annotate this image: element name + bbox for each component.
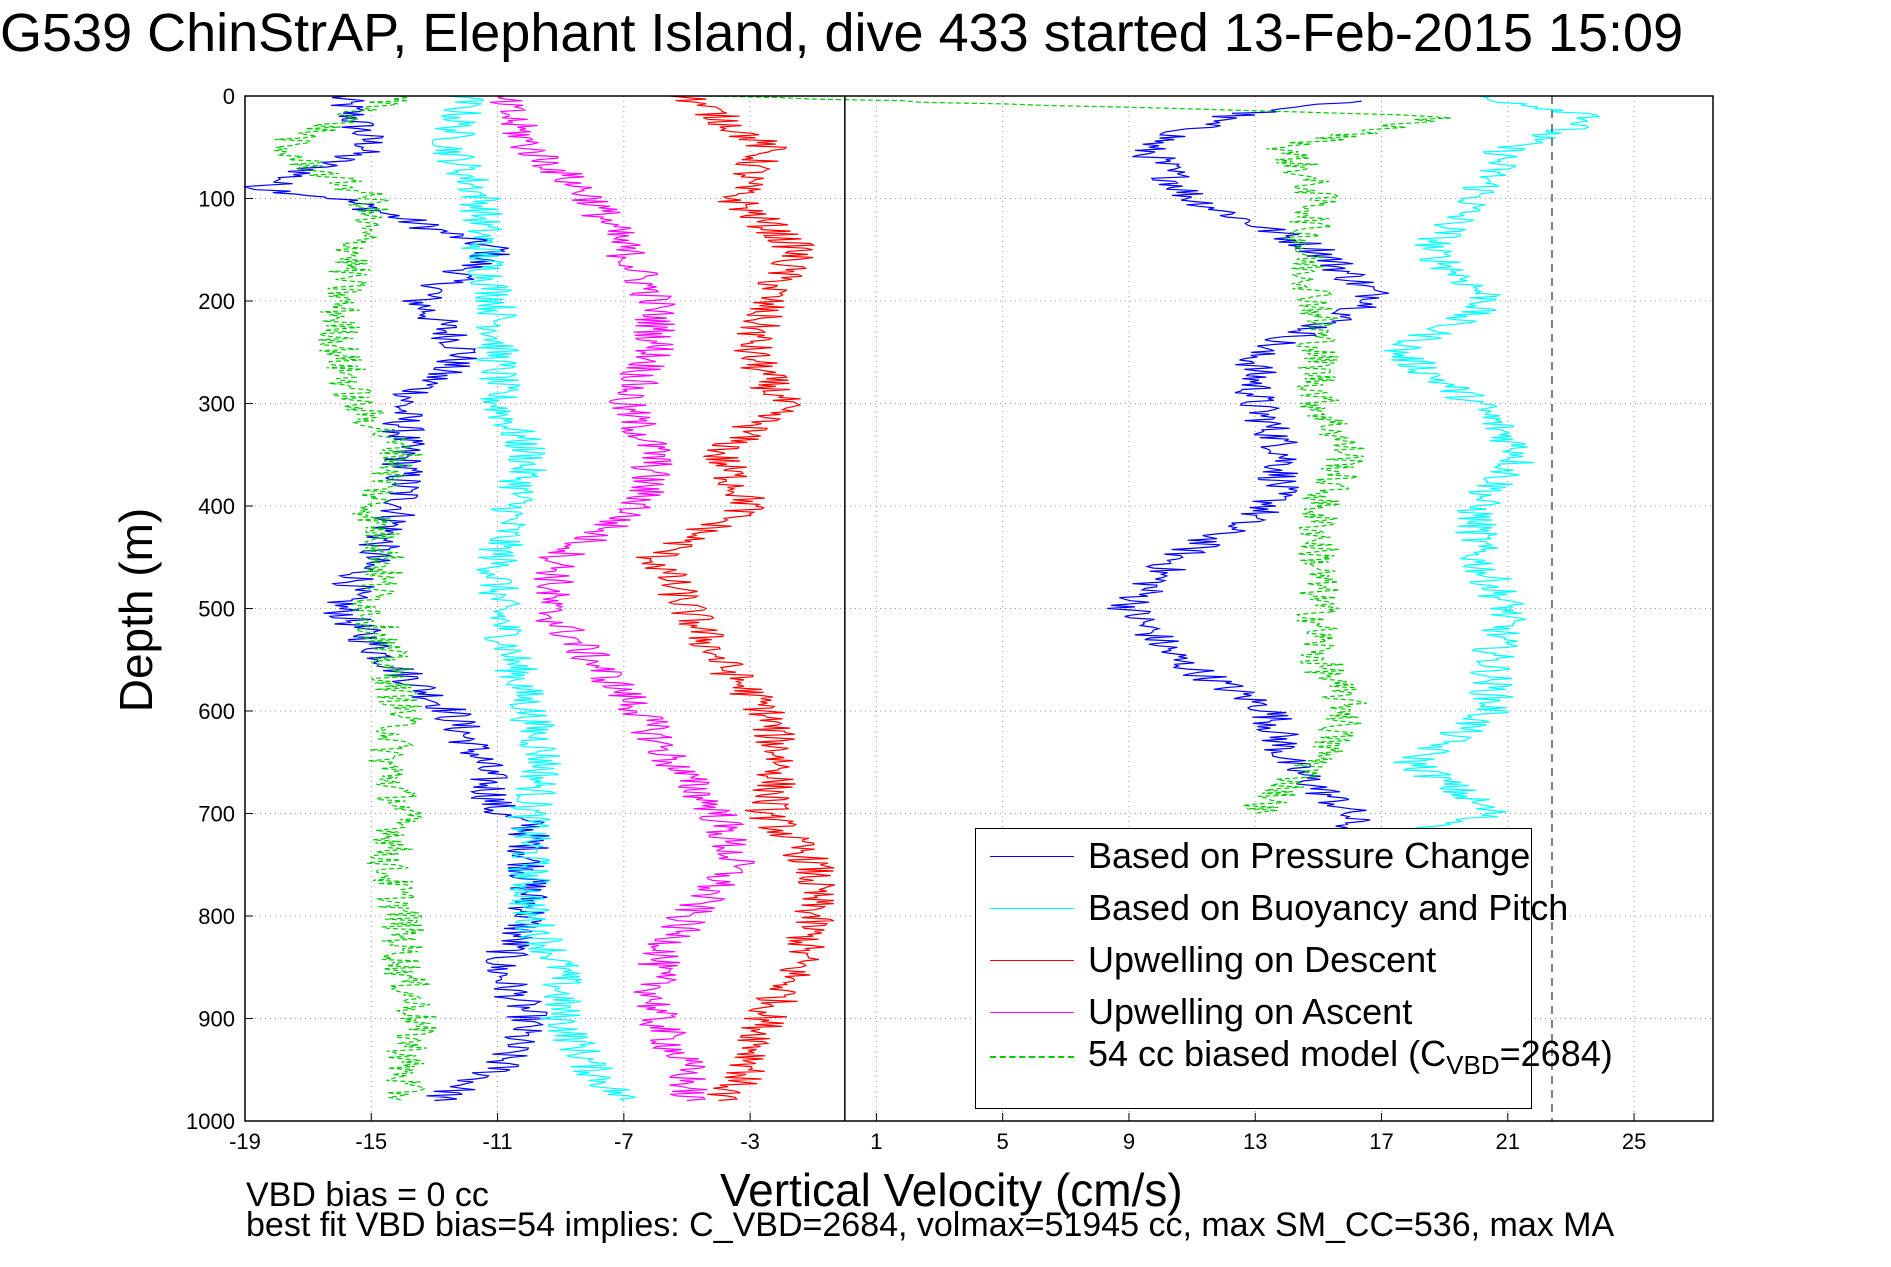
series-line	[431, 95, 636, 1102]
x-tick-label: 21	[1496, 1129, 1520, 1154]
legend-label: Upwelling on Descent	[1088, 939, 1437, 980]
legend-label: Based on Pressure Change	[1088, 835, 1531, 876]
legend-swatch	[990, 1011, 1074, 1013]
series-line	[274, 95, 438, 1102]
series-line	[489, 95, 755, 1102]
x-tick-label: 13	[1243, 1129, 1267, 1154]
legend-label-subscript: VBD	[1446, 1050, 1500, 1080]
series-line	[243, 95, 551, 1102]
legend: Based on Pressure Change Based on Buoyan…	[975, 828, 1613, 1109]
x-tick-label: -7	[614, 1129, 634, 1154]
y-tick-label: 900	[198, 1007, 235, 1032]
legend-swatch	[990, 959, 1074, 961]
x-tick-label: -19	[229, 1129, 261, 1154]
y-tick-label: 400	[198, 494, 235, 519]
best-fit-note: best fit VBD bias=54 implies: C_VBD=2684…	[246, 1206, 1615, 1244]
x-tick-label: 17	[1369, 1129, 1393, 1154]
legend-swatch	[990, 907, 1074, 909]
legend-item: Upwelling on Descent	[990, 939, 1436, 981]
x-tick-label: -3	[740, 1129, 760, 1154]
y-tick-label: 300	[198, 392, 235, 417]
y-tick-label: 100	[198, 187, 235, 212]
series-line	[1383, 95, 1601, 835]
legend-item: 54 cc biased model (CVBD=2684)	[990, 1033, 1613, 1081]
legend-label: 54 cc biased model (CVBD=2684)	[1088, 1033, 1613, 1081]
y-axis-label: Depth (m)	[110, 507, 162, 713]
legend-item: Upwelling on Ascent	[990, 991, 1412, 1033]
y-tick-label: 1000	[186, 1109, 235, 1134]
legend-item: Based on Pressure Change	[990, 835, 1530, 877]
vbd-bias-note: VBD bias = 0 cc	[246, 1176, 489, 1214]
y-tick-label: 600	[198, 699, 235, 724]
legend-label: Based on Buoyancy and Pitch	[1088, 887, 1569, 928]
x-tick-label: 1	[870, 1129, 882, 1154]
legend-label: Upwelling on Ascent	[1088, 991, 1413, 1032]
series-line	[1107, 100, 1390, 835]
y-tick-label: 0	[223, 84, 235, 109]
x-tick-label: -11	[482, 1129, 512, 1154]
legend-swatch	[990, 855, 1074, 857]
legend-swatch	[990, 1056, 1074, 1058]
series-line	[636, 95, 836, 1102]
x-axis-label: Vertical Velocity (cm/s)	[720, 1164, 1183, 1216]
legend-label-main: 54 cc biased model (C	[1088, 1033, 1447, 1074]
x-tick-label: 9	[1123, 1129, 1135, 1154]
series-line	[707, 95, 1452, 815]
x-tick-label: 25	[1622, 1129, 1646, 1154]
y-tick-label: 200	[198, 289, 235, 314]
y-tick-label: 700	[198, 802, 235, 827]
y-tick-label: 500	[198, 597, 235, 622]
x-tick-label: 5	[997, 1129, 1009, 1154]
legend-label-suffix: =2684)	[1499, 1033, 1613, 1074]
chart-title: G539 ChinStrAP, Elephant Island, dive 43…	[0, 3, 1684, 63]
y-tick-label: 800	[198, 904, 235, 929]
legend-item: Based on Buoyancy and Pitch	[990, 887, 1568, 929]
x-tick-label: -15	[355, 1129, 387, 1154]
